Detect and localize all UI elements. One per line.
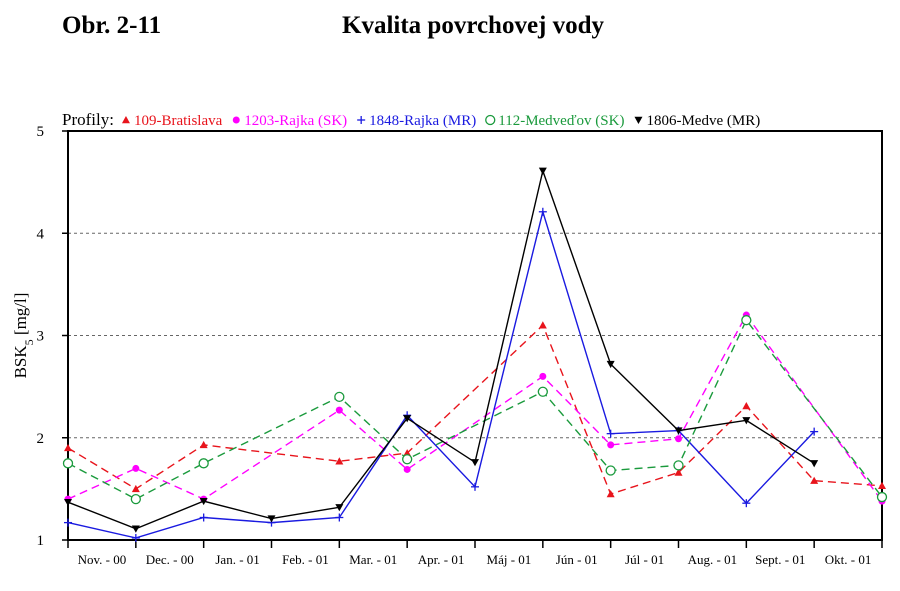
y-tick-label: 5 xyxy=(37,124,45,140)
y-axis-label: BSK5 [mg/l] xyxy=(11,293,36,379)
data-point xyxy=(335,504,344,512)
legend-entry-label: 109-Bratislava xyxy=(134,113,223,129)
data-point xyxy=(335,457,344,465)
series-2 xyxy=(64,311,886,505)
data-point xyxy=(606,489,615,498)
data-point xyxy=(810,427,819,436)
x-tick-label: Aug. - 01 xyxy=(688,552,737,567)
data-point xyxy=(403,465,411,473)
data-point xyxy=(674,468,683,476)
series-3 xyxy=(64,207,819,542)
data-point xyxy=(742,402,751,410)
x-tick-label: Sept. - 01 xyxy=(755,552,805,567)
legend-title: Profily: xyxy=(62,110,114,129)
data-point xyxy=(131,484,140,493)
data-point xyxy=(538,167,547,175)
figure-title: Kvalita povrchovej vody xyxy=(342,12,605,39)
y-tick-label: 4 xyxy=(37,226,45,242)
data-point xyxy=(335,513,344,522)
series-line xyxy=(67,168,815,530)
data-point xyxy=(606,360,615,369)
data-point xyxy=(605,465,616,476)
series-group xyxy=(62,167,888,542)
x-tick-label: Nov. - 00 xyxy=(78,552,127,567)
legend-marker xyxy=(634,116,643,124)
data-point xyxy=(606,429,615,438)
x-tick-label: Mar. - 01 xyxy=(349,552,397,567)
data-point xyxy=(675,435,682,443)
data-point xyxy=(471,459,479,467)
legend-entry-label: 1806-Medve (MR) xyxy=(646,113,760,129)
data-point xyxy=(335,406,343,414)
data-point xyxy=(130,493,141,505)
data-point xyxy=(199,513,208,522)
axes: 1 2 3 4 5 Nov. - 00 Dec. - 00 Jan. - 01 Feb. - 0… xyxy=(11,124,883,567)
grid-lines xyxy=(68,232,882,439)
x-tick-label: Okt. - 01 xyxy=(825,552,872,567)
series-5 xyxy=(64,167,819,533)
data-point xyxy=(876,491,888,503)
data-point xyxy=(62,458,74,469)
data-point xyxy=(334,391,345,403)
figure-number: Obr. 2-11 xyxy=(62,12,162,39)
data-point xyxy=(131,533,140,542)
data-point xyxy=(64,443,72,452)
data-point xyxy=(471,482,479,491)
legend-entry-label: 1203-Rajka (SK) xyxy=(244,113,347,129)
data-point xyxy=(673,460,684,471)
legend-entry-label: 112-Medveďov (SK) xyxy=(498,113,624,129)
data-point xyxy=(742,417,751,425)
data-point xyxy=(199,440,208,449)
legend-marker xyxy=(357,116,366,124)
legend-marker xyxy=(485,114,496,126)
data-point xyxy=(403,415,412,423)
series-1 xyxy=(64,321,886,498)
x-tick-label: Jún - 01 xyxy=(556,552,598,567)
data-point xyxy=(810,476,819,484)
data-point xyxy=(64,498,72,507)
data-point xyxy=(198,458,209,469)
data-point xyxy=(742,499,751,508)
y-tick-label: 1 xyxy=(37,533,45,549)
data-point xyxy=(402,454,413,465)
data-point xyxy=(132,464,140,472)
y-tick-label: 2 xyxy=(37,431,45,447)
x-tick-label: Feb. - 01 xyxy=(282,552,329,567)
data-point xyxy=(64,518,72,527)
series-line xyxy=(67,313,883,502)
x-tick-label: Apr. - 01 xyxy=(418,552,465,567)
data-point xyxy=(538,321,547,329)
y-tick-label: 3 xyxy=(37,329,45,345)
data-point xyxy=(131,525,140,533)
data-point xyxy=(741,315,752,326)
x-tick-label: Máj - 01 xyxy=(487,552,532,567)
legend-marker xyxy=(121,116,130,124)
data-point xyxy=(607,441,615,449)
data-point xyxy=(199,497,208,506)
legend: Profily: 109-Bratislava 1203-Rajka (SK) 184… xyxy=(62,110,760,129)
data-point xyxy=(674,427,683,435)
data-point xyxy=(878,481,886,490)
series-4 xyxy=(62,315,888,505)
data-point xyxy=(539,372,547,380)
legend-entry-label: 1848-Rajka (MR) xyxy=(369,113,476,129)
legend-marker xyxy=(232,116,240,124)
series-line xyxy=(67,324,883,495)
data-point xyxy=(537,386,548,397)
x-tick-label: Jan. - 01 xyxy=(215,552,259,567)
data-point xyxy=(810,460,819,468)
x-tick-label: Júl - 01 xyxy=(625,552,664,567)
series-line xyxy=(67,318,883,500)
x-tick-label: Dec. - 00 xyxy=(146,552,194,567)
data-point xyxy=(538,207,547,216)
data-point xyxy=(267,515,276,523)
figure-header: Obr. 2-11 Kvalita povrchovej vody xyxy=(0,0,900,60)
